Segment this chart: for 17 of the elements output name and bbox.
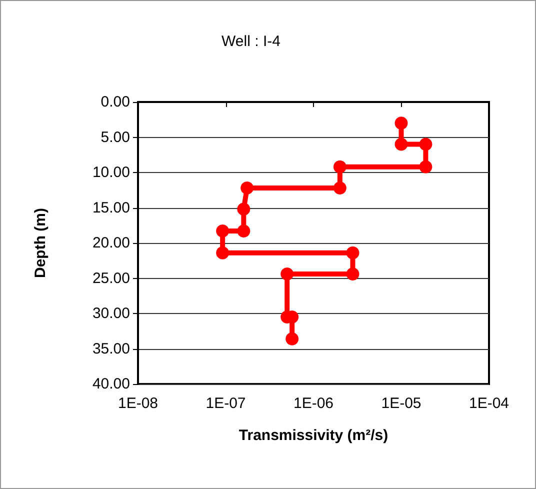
y-tick-label: 10.00 [92, 164, 130, 181]
y-axis-title: Depth (m) [32, 208, 49, 278]
y-tick-label: 25.00 [92, 270, 130, 287]
y-tick-label: 0.00 [100, 94, 130, 110]
chart-title: Well : I-4 [222, 33, 280, 50]
x-tick-label: 1E-07 [206, 395, 246, 412]
x-tick-label: 1E-05 [381, 395, 422, 412]
y-tick-label: 40.00 [92, 376, 130, 392]
x-tick-label: 1E-04 [468, 395, 510, 412]
x-tick-label: 1E-08 [118, 395, 158, 412]
y-tick-label: 20.00 [92, 234, 130, 252]
y-tick-label: 5.00 [100, 128, 130, 146]
y-tick-label: 15.00 [92, 199, 130, 216]
y-tick-label: 35.00 [92, 340, 130, 358]
x-tick-label: 1E-06 [293, 395, 334, 412]
x-axis-title: Transmissivity (m²/s) [238, 427, 388, 444]
y-tick-label: 30.00 [92, 305, 130, 322]
